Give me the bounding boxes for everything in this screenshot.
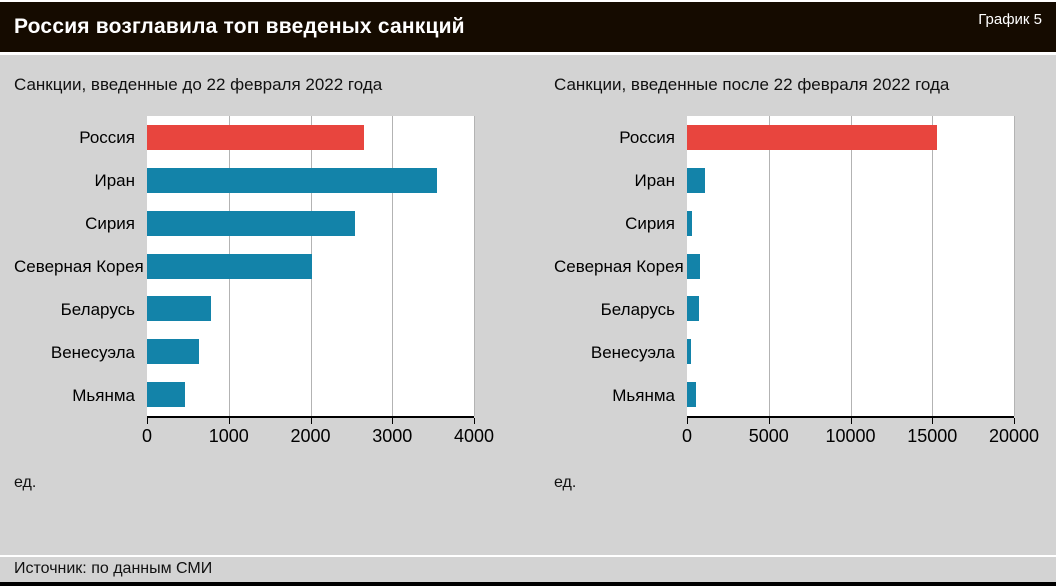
- gridline: [392, 116, 394, 416]
- unit-label: ед.: [14, 474, 37, 491]
- category-label: Сирия: [625, 213, 675, 233]
- category-labels: Россия Иран Сирия Северная Корея Беларусь Вен…: [14, 116, 147, 418]
- bar-chart: Россия Иран Сирия Северная Корея Беларусь Вен…: [554, 116, 1039, 454]
- category-label: Северная Корея: [14, 256, 144, 276]
- axis-ticks: 0 1000 2000 3000 4000: [142, 418, 494, 454]
- bar-row: [147, 202, 474, 245]
- tick-mark: [392, 418, 394, 424]
- source-footer: Источник: по данным СМИ: [0, 555, 1056, 586]
- bar-standard: [687, 296, 700, 322]
- tick-label: 0: [141, 426, 153, 446]
- bar-row: [147, 330, 474, 373]
- bar-standard: [687, 167, 705, 193]
- bar-standard: [687, 210, 692, 236]
- source-text: Источник: по данным СМИ: [14, 560, 213, 577]
- bar-standard: [147, 210, 356, 236]
- category-label: Мьянма: [612, 386, 675, 406]
- gridline: [474, 116, 475, 416]
- bar-standard: [147, 253, 313, 279]
- bar-highlight: [687, 124, 938, 150]
- gridline: [768, 116, 770, 416]
- chart-subtitle: Санкции, введенные до 22 февраля 2022 го…: [14, 75, 383, 94]
- chart-header: Россия возглавила топ введеных санкций Г…: [0, 2, 1056, 52]
- bar-highlight: [147, 124, 364, 150]
- category-label: Венесуэла: [590, 343, 675, 363]
- bar-row: [147, 245, 474, 288]
- gridline: [850, 116, 852, 416]
- bar-standard: [687, 339, 692, 365]
- plot-area: [147, 116, 475, 418]
- tick-label: 3000: [372, 426, 413, 446]
- bar-row: [687, 287, 1014, 330]
- bar-row: [687, 116, 1014, 159]
- tick-mark: [310, 418, 312, 424]
- bar-standard: [687, 253, 701, 279]
- bar-row: [147, 116, 474, 159]
- bar-row: [687, 373, 1014, 416]
- category-label: Северная Корея: [554, 256, 684, 276]
- plot-wrap: 0 5000 10000 15000 20000: [682, 116, 1039, 454]
- tick-mark: [932, 418, 934, 424]
- tick-label: 4000: [453, 426, 495, 446]
- header-separator: [0, 52, 1056, 55]
- tick-mark: [147, 418, 148, 424]
- tick-label: 20000: [988, 426, 1040, 446]
- bar-row: [687, 202, 1014, 245]
- charts-area: Санкции, введенные до 22 февраля 2022 го…: [0, 55, 1056, 555]
- bar-standard: [147, 167, 438, 193]
- bar-chart: Россия Иран Сирия Северная Корея Беларусь Вен…: [14, 116, 494, 454]
- tick-mark: [768, 418, 770, 424]
- page-title: Россия возглавила топ введеных санкций: [14, 15, 465, 38]
- bar-standard: [147, 382, 185, 408]
- category-labels: Россия Иран Сирия Северная Корея Беларусь Вен…: [554, 116, 687, 418]
- bar-standard: [687, 382, 696, 408]
- category-label: Россия: [79, 127, 135, 147]
- gridline: [1014, 116, 1015, 416]
- chart-after-feb-2022: Санкции, введенные после 22 февраля 2022…: [525, 55, 1056, 555]
- category-label: Иран: [634, 170, 675, 190]
- tick-label: 10000: [825, 426, 876, 446]
- bar-standard: [147, 339, 200, 365]
- plot-wrap: 0 1000 2000 3000 4000: [142, 116, 494, 454]
- footer-separator: [0, 555, 1056, 557]
- tick-label: 2000: [290, 426, 331, 446]
- bar-row: [687, 245, 1014, 288]
- top-border-line: [0, 0, 1056, 2]
- bar-row: [147, 287, 474, 330]
- bar-standard: [147, 296, 211, 322]
- bar-row: [687, 159, 1014, 202]
- unit-label: ед.: [554, 474, 577, 491]
- tick-mark: [687, 418, 688, 424]
- category-label: Беларусь: [600, 300, 675, 320]
- category-label: Венесуэла: [50, 343, 135, 363]
- gridline: [932, 116, 934, 416]
- tick-label: 5000: [748, 426, 789, 446]
- chart-number-label: График 5: [978, 11, 1042, 28]
- tick-mark: [850, 418, 852, 424]
- category-label: Россия: [619, 127, 675, 147]
- category-label: Беларусь: [60, 300, 135, 320]
- category-label: Иран: [94, 170, 135, 190]
- tick-label: 15000: [907, 426, 958, 446]
- bottom-border-line: [0, 582, 1056, 586]
- chart-before-feb-2022: Санкции, введенные до 22 февраля 2022 го…: [0, 55, 525, 555]
- tick-label: 1000: [208, 426, 249, 446]
- tick-mark: [474, 418, 475, 424]
- tick-mark: [1014, 418, 1015, 424]
- tick-mark: [228, 418, 230, 424]
- category-label: Сирия: [85, 213, 135, 233]
- plot-area: [687, 116, 1015, 418]
- tick-label: 0: [681, 426, 693, 446]
- bar-row: [147, 159, 474, 202]
- axis-ticks: 0 5000 10000 15000 20000: [682, 418, 1039, 454]
- bar-row: [687, 330, 1014, 373]
- bar-row: [147, 373, 474, 416]
- category-label: Мьянма: [72, 386, 135, 406]
- chart-subtitle: Санкции, введенные после 22 февраля 2022…: [554, 75, 950, 94]
